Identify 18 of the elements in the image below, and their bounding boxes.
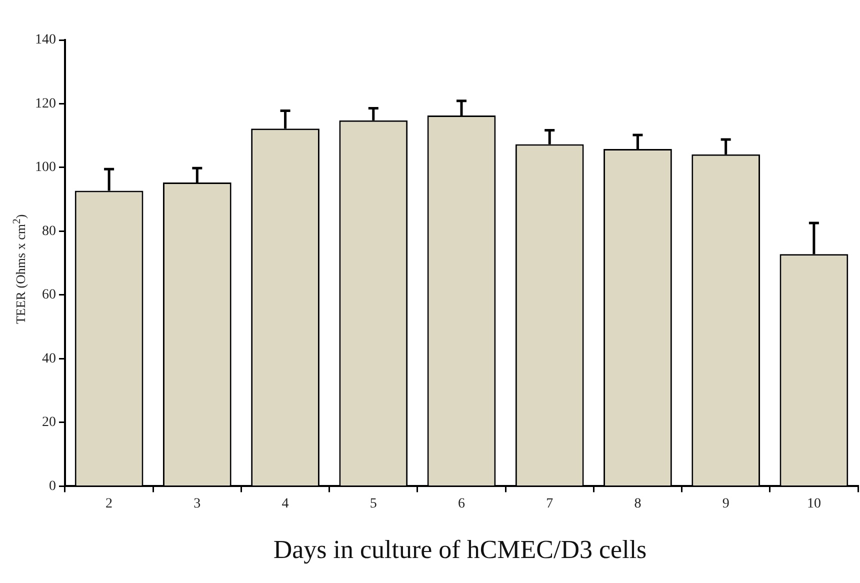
y-tick-label: 80 (42, 224, 56, 239)
x-tick-label: 7 (546, 496, 554, 512)
y-tick-label: 60 (42, 288, 56, 303)
x-tick-label: 8 (634, 496, 642, 512)
y-tick-label: 140 (35, 32, 56, 48)
y-tick-label: 120 (35, 96, 56, 112)
x-tick-label: 4 (282, 496, 289, 512)
x-tick-label: 3 (194, 496, 201, 512)
x-axis-title: Days in culture of hCMEC/D3 cells (272, 535, 648, 565)
y-tick-label: 40 (42, 351, 56, 366)
x-tick-label: 10 (806, 496, 821, 512)
x-tick-label: 9 (722, 496, 730, 512)
x-tick-label: 6 (458, 496, 465, 512)
y-tick-label: 100 (35, 160, 56, 176)
x-tick-label: 2 (106, 496, 113, 512)
x-tick-label: 5 (370, 496, 377, 512)
y-tick-label: 0 (49, 478, 56, 494)
y-tick-label: 20 (42, 415, 56, 430)
